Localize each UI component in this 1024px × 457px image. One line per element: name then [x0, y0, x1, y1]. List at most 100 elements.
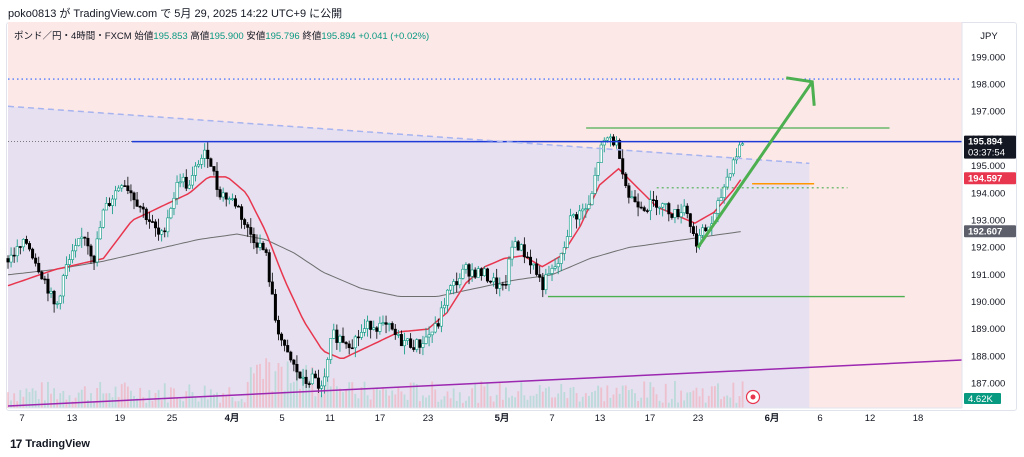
- candle-body: [627, 185, 631, 198]
- candle-body: [458, 278, 462, 286]
- volume-bar: [606, 385, 609, 408]
- last-price-label-text: 195.894: [968, 137, 1003, 148]
- volume-bar: [415, 383, 418, 408]
- price-tick: 193.000: [971, 215, 1005, 226]
- volume-bar: [498, 382, 501, 408]
- candle-body: [132, 192, 136, 201]
- candle-body: [412, 347, 416, 350]
- symbol-label: ポンド／円・4時間・FXCM: [14, 31, 132, 42]
- volume-bar: [7, 392, 9, 408]
- volume-bar: [600, 387, 603, 408]
- candle-body: [258, 242, 262, 248]
- volume-bar: [166, 402, 169, 408]
- volume-bar: [584, 393, 587, 408]
- time-tick: 4月: [225, 413, 240, 424]
- candle-body: [34, 257, 38, 264]
- price-tick: 188.000: [971, 351, 1005, 362]
- volume-bar: [674, 381, 676, 408]
- candle-body: [181, 176, 185, 183]
- green-arrow-head[interactable]: [785, 76, 816, 106]
- last-price-label: [964, 135, 1016, 159]
- candle-body: [184, 176, 188, 189]
- candle-body: [28, 243, 32, 250]
- change-value: +0.041 (+0.02%): [358, 31, 430, 42]
- volume-bar: [738, 396, 741, 408]
- dashed-trend-line[interactable]: [7, 105, 810, 165]
- purple-trend-line[interactable]: [7, 359, 963, 407]
- volume-bar: [10, 400, 12, 408]
- candle-body: [498, 283, 502, 289]
- candle-body: [482, 268, 486, 277]
- volume-bar: [397, 386, 400, 408]
- volume-bar: [348, 382, 351, 408]
- price-tick: 194.000: [971, 188, 1005, 199]
- time-tick: 13: [595, 413, 606, 424]
- event-marker-dot: [750, 394, 756, 400]
- candle-body: [513, 241, 517, 248]
- candle-body: [353, 336, 357, 349]
- candle-body: [301, 376, 305, 379]
- volume-bar: [505, 387, 507, 408]
- candle-body: [741, 143, 745, 146]
- red-ma-value-label-text: 194.597: [968, 173, 1002, 184]
- candle-body: [58, 295, 62, 304]
- candle-body: [273, 293, 277, 321]
- candle-body: [673, 209, 677, 218]
- candle-body: [9, 254, 13, 263]
- volume-bar: [252, 373, 255, 408]
- candle-body: [507, 258, 511, 285]
- candle-body: [344, 342, 348, 345]
- candle-body: [679, 212, 683, 218]
- volume-bar: [477, 402, 480, 408]
- red-moving-average: [7, 167, 742, 360]
- volume-bar: [357, 398, 360, 408]
- candle-body: [682, 205, 686, 214]
- zone-backgrounds: [8, 22, 962, 408]
- volume-bar: [363, 381, 366, 408]
- volume-bar: [28, 392, 31, 408]
- candle-body: [655, 199, 659, 208]
- volume-bar: [652, 387, 655, 408]
- time-tick: 23: [423, 413, 434, 424]
- volume-bar: [22, 396, 25, 408]
- candle-body: [203, 149, 207, 159]
- volume-bar: [256, 364, 258, 408]
- candle-body: [731, 159, 735, 175]
- time-tick: 13: [67, 413, 78, 424]
- candle-body: [12, 254, 16, 257]
- volume-bar: [34, 390, 37, 408]
- candle-body: [18, 246, 22, 248]
- volume-bars: [7, 358, 744, 408]
- candle-body: [329, 338, 333, 360]
- candle-body: [154, 221, 158, 229]
- green-arrow-shaft[interactable]: [696, 80, 814, 249]
- candle-body: [77, 238, 81, 246]
- volume-bar: [538, 385, 541, 408]
- candle-body: [633, 196, 637, 203]
- candle-body: [516, 241, 520, 251]
- volume-bar: [360, 387, 363, 408]
- candle-body: [363, 328, 367, 333]
- volume-bar: [461, 402, 464, 408]
- candle-body: [283, 339, 287, 346]
- candle-body: [49, 290, 53, 294]
- volume-bar: [597, 385, 600, 408]
- volume-bar: [274, 371, 277, 408]
- volume-bar: [120, 384, 123, 408]
- volume-bar: [345, 389, 347, 408]
- candle-body: [470, 269, 474, 277]
- volume-bar: [200, 397, 203, 408]
- tradingview-brand[interactable]: 17 TradingView: [10, 437, 90, 451]
- time-tick: 5月: [495, 413, 510, 424]
- candle-body: [664, 203, 668, 205]
- candle-body: [6, 258, 10, 263]
- time-tick: 23: [693, 413, 704, 424]
- candle-body: [575, 214, 579, 220]
- volume-bar: [514, 397, 517, 408]
- candle-body: [310, 373, 314, 385]
- candle-body: [289, 351, 293, 361]
- time-tick: 7: [549, 413, 554, 424]
- volume-bar: [698, 396, 701, 408]
- volume-bar: [299, 388, 301, 408]
